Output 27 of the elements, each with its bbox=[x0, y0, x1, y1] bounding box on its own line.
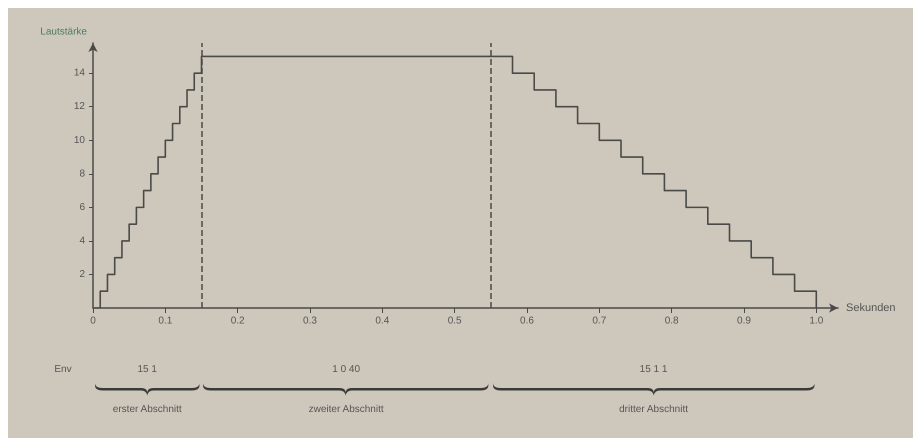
text: Env bbox=[54, 364, 72, 375]
x-axis-title: Sekunden bbox=[846, 302, 896, 314]
x-tick-label: 0.1 bbox=[158, 316, 173, 326]
y-axis-title: Lautstärke bbox=[40, 26, 88, 38]
x-tick-label: 0.8 bbox=[664, 316, 680, 326]
text: 1 0 40 bbox=[332, 364, 360, 375]
y-tick-label: 12 bbox=[74, 101, 86, 112]
x-tick-label: 0 bbox=[90, 316, 96, 326]
y-tick-label: 10 bbox=[74, 134, 86, 146]
x-tick-label: 1.0 bbox=[809, 316, 824, 326]
x-tick-label: 0.7 bbox=[592, 316, 607, 326]
x-tick-label: 0.2 bbox=[230, 316, 246, 326]
text: dritter Abschnitt bbox=[619, 404, 688, 415]
x-tick-label: 0.3 bbox=[303, 316, 318, 326]
x-tick-label: 0.6 bbox=[520, 316, 534, 326]
x-tick-label: 0.9 bbox=[737, 316, 752, 326]
y-tick-label: 6 bbox=[79, 202, 86, 213]
y-tick-label: 8 bbox=[79, 168, 86, 180]
y-tick-label: 2 bbox=[79, 268, 86, 280]
x-tick-label: 0.5 bbox=[448, 316, 462, 326]
text: 15 1 bbox=[138, 364, 157, 375]
y-tick-label: 4 bbox=[79, 235, 86, 246]
text: erster Abschnitt bbox=[112, 404, 182, 415]
x-tick-label: 0.4 bbox=[375, 316, 390, 326]
text: zweiter Abschnitt bbox=[308, 404, 384, 415]
text: 15 1 1 bbox=[640, 364, 668, 375]
y-tick-label: 14 bbox=[74, 68, 86, 79]
